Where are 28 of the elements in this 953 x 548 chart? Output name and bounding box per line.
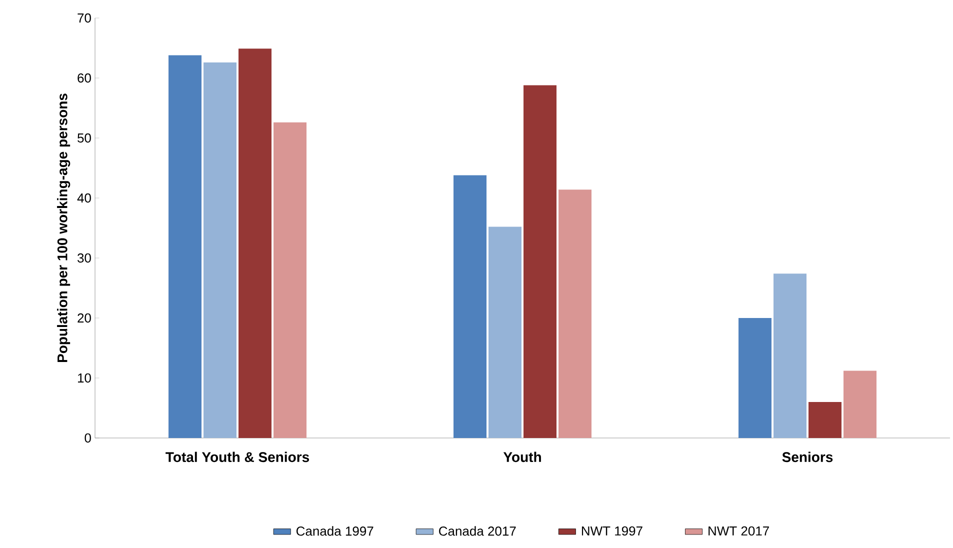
bar: [204, 62, 237, 438]
bar: [274, 122, 307, 438]
bar: [488, 226, 522, 438]
bar: [844, 370, 876, 438]
y-tick-label: 20: [78, 313, 91, 323]
legend-label: Canada 2017: [439, 526, 516, 536]
y-tick-label: 70: [78, 13, 91, 23]
x-tick-label: Total Youth & Seniors: [166, 452, 310, 462]
y-tick-label: 30: [78, 253, 91, 263]
bar: [524, 85, 557, 438]
y-tick-label: 60: [78, 73, 91, 83]
x-tick-label: Youth: [503, 452, 541, 462]
legend-label: NWT 2017: [708, 526, 769, 536]
bar: [238, 48, 272, 438]
y-tick-label: 0: [84, 433, 91, 443]
x-tick-label: Seniors: [782, 452, 833, 462]
bar: [808, 402, 842, 438]
bar: [454, 175, 487, 438]
y-axis-title: Population per 100 working-age persons: [57, 94, 70, 362]
bar: [558, 190, 592, 438]
y-tick-label: 40: [77, 193, 91, 203]
legend-label: NWT 1997: [582, 526, 642, 536]
bar: [774, 274, 806, 438]
y-tick-label: 10: [78, 373, 91, 383]
bar: [738, 318, 772, 438]
bar: [168, 55, 202, 438]
legend-label: Canada 1997: [296, 526, 374, 536]
y-tick-label: 50: [78, 133, 91, 143]
